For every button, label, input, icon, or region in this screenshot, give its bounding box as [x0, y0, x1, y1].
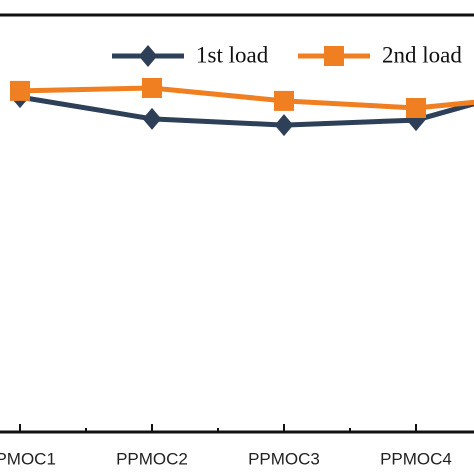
x-tick-label: PPMOC1: [0, 449, 56, 468]
marker: [324, 46, 344, 66]
x-tick-label: PPMOC3: [248, 449, 320, 468]
marker: [406, 97, 426, 118]
legend-label: 2nd load: [382, 42, 462, 67]
legend-label: 1st load: [196, 42, 269, 67]
marker: [10, 80, 30, 101]
plot: [10, 77, 474, 137]
marker: [274, 114, 294, 137]
marker: [142, 77, 162, 98]
series-line: [19, 85, 474, 111]
x-tick-label: PPMOC4: [380, 449, 452, 468]
marker: [142, 107, 162, 130]
marker: [274, 90, 294, 111]
legend: 1st load 2nd load: [112, 42, 462, 67]
x-tick-label: PPMOC2: [116, 449, 188, 468]
marker: [138, 45, 158, 67]
